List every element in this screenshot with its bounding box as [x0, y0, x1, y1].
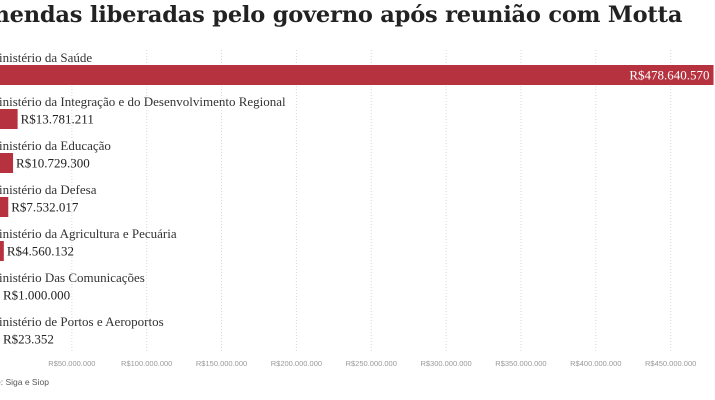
x-tick-label: R$450.000.000: [645, 359, 696, 368]
chart-title: mendas liberadas pelo governo após reuni…: [0, 2, 683, 28]
value-label: R$478.640.570: [629, 68, 709, 83]
bar: [0, 197, 9, 217]
bar: [0, 153, 14, 173]
value-label: R$23.352: [3, 332, 54, 347]
source-note: e: Siga e Siop: [0, 377, 49, 387]
x-tick-label: R$200.000.000: [271, 359, 322, 368]
category-label: inistério da Educação: [0, 138, 111, 153]
x-tick-label: R$350.000.000: [495, 359, 546, 368]
category-label: inistério da Agricultura e Pecuária: [0, 226, 177, 241]
value-label: R$1.000.000: [3, 288, 70, 303]
x-tick-label: R$400.000.000: [570, 359, 621, 368]
category-label: inistério da Integração e do Desenvolvim…: [0, 94, 286, 109]
bar: [0, 241, 4, 261]
value-label: R$4.560.132: [7, 244, 74, 259]
x-tick-label: R$250.000.000: [346, 359, 397, 368]
value-label: R$13.781.211: [21, 112, 94, 127]
category-label: inistério da Saúde: [0, 50, 92, 65]
value-label: R$7.532.017: [11, 200, 79, 215]
category-label: inistério da Defesa: [0, 182, 97, 197]
bar: [0, 109, 18, 129]
category-label: inistério Das Comunicações: [0, 270, 145, 285]
x-tick-label: R$300.000.000: [420, 359, 471, 368]
category-label: inistério de Portos e Aeroportos: [0, 314, 164, 329]
bar: [0, 65, 714, 85]
x-tick-label: R$100.000.000: [121, 359, 172, 368]
value-label: R$10.729.300: [16, 156, 90, 171]
x-tick-label: R$50.000.000: [48, 359, 95, 368]
x-tick-label: R$150.000.000: [196, 359, 247, 368]
